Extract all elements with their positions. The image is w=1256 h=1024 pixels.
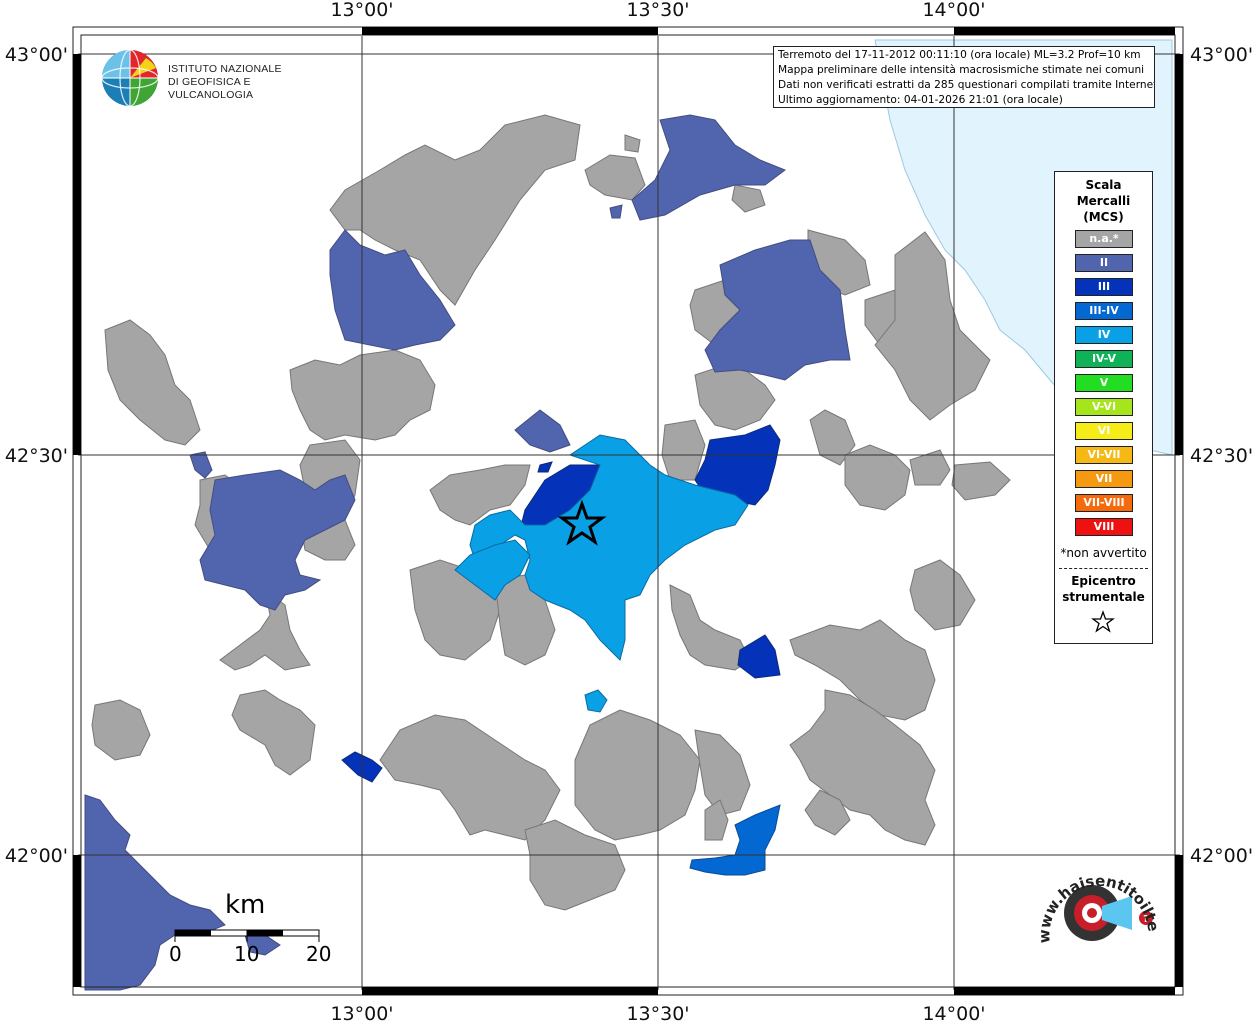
scale-bar: km 0 10 20 [165, 890, 365, 970]
globe-icon [101, 49, 159, 107]
lon-label-bottom-2: 13°30' [626, 1003, 689, 1024]
info-line-1: Terremoto del 17-11-2012 00:11:10 (ora l… [778, 49, 1141, 61]
lon-label-bottom-1: 13°00' [330, 1003, 393, 1024]
lat-label-right-2: 42°30' [1190, 445, 1253, 467]
map-frame [72, 26, 1184, 996]
question-badge [1139, 911, 1153, 925]
legend-epi-2: strumentale [1062, 590, 1145, 604]
info-line-3: Dati non verificati estratti da 285 ques… [778, 79, 1155, 91]
legend-swatch-7: V-VI [1075, 398, 1133, 416]
legend-title-3: (MCS) [1083, 210, 1124, 224]
legend-title-1: Scala [1085, 178, 1122, 192]
event-info-box: Terremoto del 17-11-2012 00:11:10 (ora l… [773, 46, 1155, 108]
legend-epicenter-label: Epicentro strumentale [1055, 573, 1152, 605]
legend-note: *non avvertito [1060, 546, 1147, 560]
legend-separator [1059, 568, 1148, 569]
scale-unit: km [225, 890, 266, 920]
lon-label-top-3: 14°00' [922, 0, 985, 21]
legend-swatch-5: IV-V [1075, 350, 1133, 368]
mcs-legend: Scala Mercalli (MCS) n.a.* II III III-IV IV I… [1054, 171, 1153, 644]
epicenter-star [557, 499, 607, 546]
svg-text:?: ? [1143, 914, 1149, 925]
legend-epi-1: Epicentro [1071, 574, 1136, 588]
legend-swatch-8: VI [1075, 422, 1133, 440]
scale-ruler [174, 929, 320, 942]
lon-label-top-2: 13°30' [626, 0, 689, 21]
info-line-4: Ultimo aggiornamento: 04-01-2026 21:01 (… [778, 94, 1063, 106]
legend-swatch-4: IV [1075, 326, 1133, 344]
lon-label-top-1: 13°00' [330, 0, 393, 21]
legend-swatch-9: VI-VII [1075, 446, 1133, 464]
legend-title: Scala Mercalli (MCS) [1055, 177, 1152, 225]
grey-areas [91, 114, 1011, 911]
lat-label-left-2: 42°30' [5, 445, 68, 467]
legend-swatch-3: III-IV [1075, 302, 1133, 320]
legend-swatch-1: II [1075, 254, 1133, 272]
logo-line-1: ISTITUTO NAZIONALE [168, 63, 282, 75]
ingv-logo: ISTITUTO NAZIONALE DI GEOFISICA E VULCAN… [100, 48, 330, 110]
megaphone-icon [1102, 896, 1132, 930]
lat-label-right-1: 43°00' [1190, 44, 1253, 66]
scale-tick-20: 20 [306, 942, 332, 966]
lat-label-right-3: 42°00' [1190, 845, 1253, 867]
hai-sentito-logo: ? www.haisentitoilterremoto.it [1022, 834, 1170, 978]
logo-line-2: DI GEOFISICA E VULCANOLOGIA [168, 76, 254, 101]
lat-label-left-3: 42°00' [5, 845, 68, 867]
legend-swatch-0: n.a.* [1075, 230, 1133, 248]
legend-title-2: Mercalli [1076, 194, 1131, 208]
legend-swatch-12: VIII [1075, 518, 1133, 536]
lat-label-left-1: 43°00' [5, 44, 68, 66]
intensity-III-IV-areas [689, 804, 781, 876]
lon-label-bottom-3: 14°00' [922, 1003, 985, 1024]
intensity-IV-areas [454, 434, 749, 713]
legend-swatch-11: VII-VIII [1075, 494, 1133, 512]
legend-swatch-10: VII [1075, 470, 1133, 488]
intensity-II-areas [84, 114, 851, 991]
star-icon [1091, 610, 1115, 633]
legend-swatch-6: V [1075, 374, 1133, 392]
scale-tick-0: 0 [169, 942, 182, 966]
info-line-2: Mappa preliminare delle intensità macros… [778, 64, 1145, 76]
scale-tick-10: 10 [234, 942, 260, 966]
legend-swatch-2: III [1075, 278, 1133, 296]
